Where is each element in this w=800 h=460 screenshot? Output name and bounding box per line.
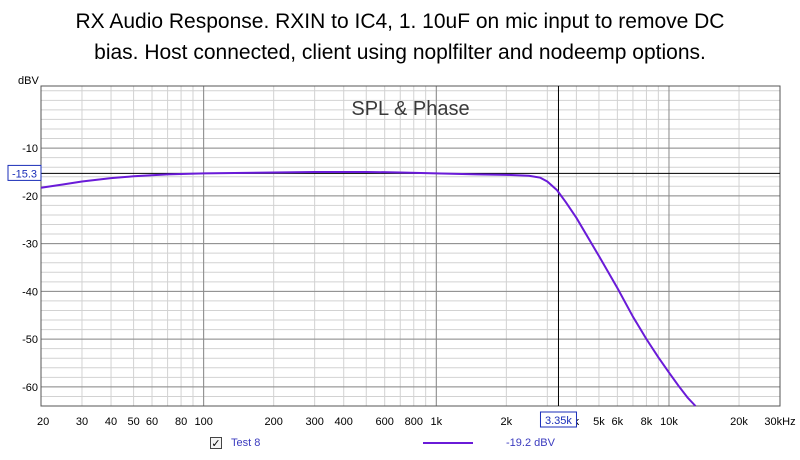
- cursor-x-readout-text: 3.35k: [545, 415, 572, 427]
- x-tick-label: 600: [376, 416, 394, 428]
- x-tick-label: 400: [335, 416, 353, 428]
- plot-title: SPL & Phase: [351, 98, 469, 120]
- chart-title-line-2: bias. Host connected, client using noplf…: [94, 41, 706, 64]
- x-tick-label: 40: [105, 416, 117, 428]
- y-tick-label: -40: [22, 286, 38, 298]
- y-tick-label: -50: [22, 334, 38, 346]
- y-axis-label: dBV: [18, 75, 39, 87]
- x-tick-label: 8k: [641, 416, 653, 428]
- x-tick-label: 1k: [430, 416, 442, 428]
- y-tick-label: -10: [22, 143, 38, 155]
- x-tick-label: 300: [305, 416, 323, 428]
- y-tick-label: -30: [22, 239, 38, 251]
- cursor-x-readout-box: [539, 411, 577, 428]
- x-tick-label: 30: [76, 416, 88, 428]
- y-tick-label: -20: [22, 191, 38, 203]
- cursor-x-readout: 3.35k: [539, 411, 577, 428]
- cursor-y-readout: -15.3: [7, 164, 42, 181]
- cursor-y-readout-text: -15.3: [12, 168, 37, 180]
- x-tick-label: 80: [175, 416, 187, 428]
- x-tick-label: 200: [264, 416, 282, 428]
- x-tick-label: 60: [146, 416, 158, 428]
- x-tick-label: 20: [37, 416, 49, 428]
- cursor-y-readout-box: [7, 164, 42, 181]
- legend-line-swatch: [423, 442, 473, 444]
- chart-title-line-1: RX Audio Response. RXIN to IC4, 1. 10uF …: [75, 10, 725, 33]
- x-tick-label: 100: [194, 416, 212, 428]
- x-tick-label: 2k: [501, 416, 513, 428]
- x-tick-label: 10k: [660, 416, 678, 428]
- legend-series-name: Test 8: [231, 437, 261, 449]
- series-line-test-8: [40, 170, 697, 407]
- x-tick-label: 5k: [593, 416, 605, 428]
- x-tick-label: 30kHz: [764, 416, 795, 428]
- x-tick-label: 50: [127, 416, 139, 428]
- legend-value-label: -19.2 dBV: [506, 437, 555, 449]
- plot-border: [40, 85, 781, 407]
- x-tick-label: 800: [405, 416, 423, 428]
- legend-checkbox[interactable]: ✓: [210, 437, 222, 450]
- x-tick-label: 6k: [612, 416, 624, 428]
- x-tick-label: 20k: [730, 416, 748, 428]
- y-tick-label: -60: [22, 382, 38, 394]
- chart-title: RX Audio Response. RXIN to IC4, 1. 10uF …: [0, 6, 800, 68]
- plot-area: [41, 86, 780, 406]
